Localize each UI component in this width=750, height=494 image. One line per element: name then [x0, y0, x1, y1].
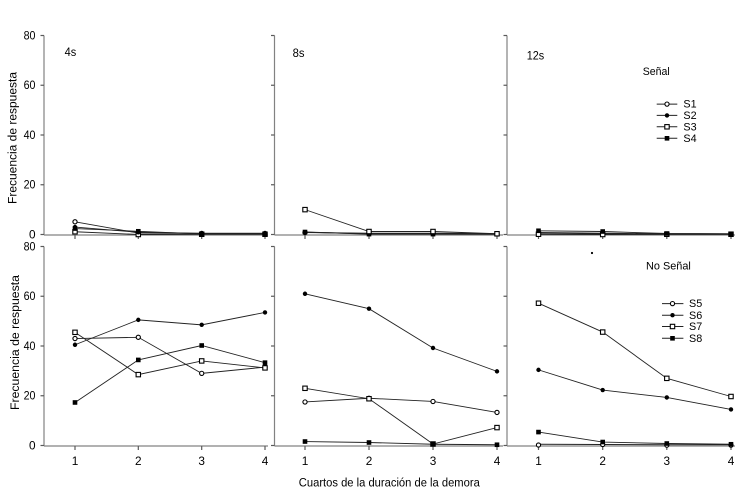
svg-text:2: 2 [366, 454, 373, 468]
svg-text:S8: S8 [689, 333, 702, 345]
svg-text:Cuartos de la duración de la d: Cuartos de la duración de la demora [299, 475, 480, 489]
svg-text:S5: S5 [689, 298, 702, 310]
svg-text:2: 2 [135, 454, 142, 468]
svg-text:S7: S7 [689, 321, 702, 333]
svg-text:S1: S1 [683, 99, 696, 111]
svg-text:3: 3 [430, 454, 437, 468]
svg-text:S4: S4 [683, 133, 696, 145]
svg-text:0: 0 [29, 227, 36, 241]
svg-text:80: 80 [24, 239, 36, 253]
svg-text:12s: 12s [527, 49, 545, 63]
svg-text:8s: 8s [293, 46, 305, 60]
svg-text:60: 60 [24, 289, 36, 303]
svg-text:4s: 4s [65, 45, 77, 59]
svg-text:2: 2 [599, 454, 606, 468]
svg-text:40: 40 [24, 128, 36, 142]
svg-text:3: 3 [198, 454, 205, 468]
svg-text:1: 1 [535, 454, 542, 468]
svg-text:60: 60 [24, 78, 36, 92]
svg-text:20: 20 [24, 389, 36, 403]
svg-text:20: 20 [24, 178, 36, 192]
svg-text:80: 80 [24, 28, 36, 42]
svg-text:Frecuencia de respuesta: Frecuencia de respuesta [8, 275, 22, 410]
svg-text:Señal: Señal [643, 66, 670, 78]
svg-text:No Señal: No Señal [646, 260, 691, 272]
svg-text:S3: S3 [683, 121, 696, 133]
svg-text:40: 40 [24, 339, 36, 353]
svg-text:Frecuencia de respuesta: Frecuencia de respuesta [5, 72, 19, 204]
svg-text:4: 4 [728, 454, 735, 468]
svg-text:S6: S6 [689, 310, 702, 322]
svg-text:0: 0 [29, 438, 36, 452]
svg-text:4: 4 [494, 454, 501, 468]
svg-text:1: 1 [302, 454, 309, 468]
svg-text:S2: S2 [683, 110, 696, 122]
svg-text:4: 4 [262, 454, 269, 468]
svg-text:3: 3 [664, 454, 671, 468]
svg-text:1: 1 [72, 454, 79, 468]
